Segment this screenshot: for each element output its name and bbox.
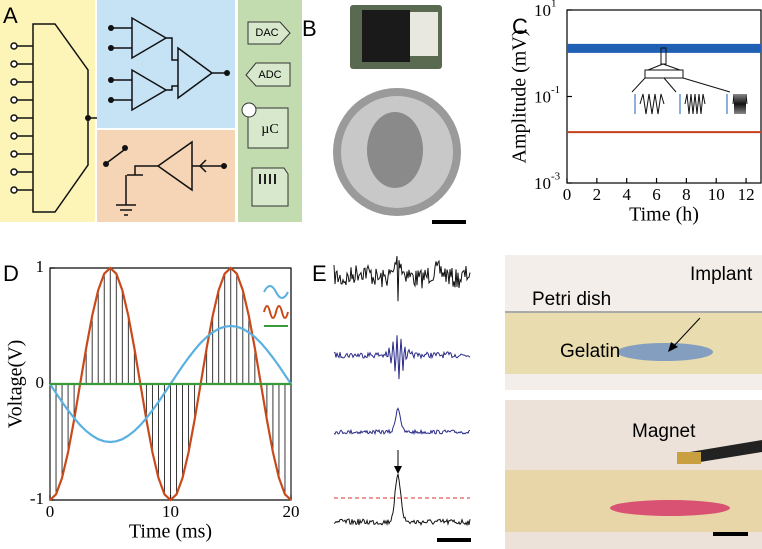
photo-label: Gelatin: [560, 341, 620, 362]
photo-label: Magnet: [632, 421, 696, 442]
x-tick-label: 0: [563, 185, 572, 204]
stim-region: [97, 130, 235, 222]
amp-region: [97, 0, 235, 128]
mux-output: [85, 115, 91, 121]
dac-label: DAC: [255, 27, 278, 39]
x-tick-label: 10: [708, 185, 725, 204]
mux-inputs: [10, 42, 97, 194]
implant-arrow: [671, 317, 701, 349]
y-tick-label: 1: [36, 257, 45, 276]
trace: [333, 407, 471, 436]
adc-label: ADC: [258, 69, 281, 81]
arrowhead: [668, 342, 678, 352]
y-tick-power: 1: [551, 0, 557, 10]
stim-nodes: [103, 145, 227, 169]
y-tick-label: 10: [534, 87, 551, 106]
gelatin-layer: [505, 312, 762, 374]
panel-letter: D: [3, 261, 19, 286]
legend-icons: [263, 285, 289, 327]
y-axis-label: Voltage(V): [5, 340, 27, 429]
gelatin-layer: [505, 470, 762, 532]
panel-letter: E: [312, 261, 327, 286]
y-axis-label: Amplitude (mV): [509, 30, 531, 164]
label-chip: [410, 12, 438, 56]
sd-chip: [362, 10, 410, 62]
amplifiers: [112, 16, 226, 112]
block-diagram: DAC ADC µC: [0, 0, 302, 222]
photo-label: Implant: [690, 264, 753, 285]
sd-pins: [259, 174, 276, 184]
y-tick-label: 10: [534, 1, 551, 20]
trace: [333, 473, 471, 527]
x-tick-label: 8: [682, 185, 691, 204]
panel-letter: C: [512, 14, 528, 39]
dac-box: [247, 21, 291, 45]
plot-frame: [566, 9, 762, 184]
trace: [333, 256, 471, 302]
coin-portrait: [367, 112, 423, 188]
stimulator: [107, 140, 222, 216]
x-tick-label: 20: [283, 502, 300, 521]
inset: [631, 47, 748, 115]
y-tick-power: -3: [551, 171, 561, 183]
arrowhead: [394, 466, 402, 474]
amp-nodes: [108, 25, 230, 103]
traces: [333, 256, 471, 527]
implant: [617, 343, 713, 361]
x-tick-label: 10: [162, 502, 179, 521]
x-tick-label: 4: [622, 185, 631, 204]
power-icon: [241, 102, 257, 118]
trace: [333, 335, 471, 380]
y-tick-power: -1: [551, 84, 560, 96]
panel-letter: A: [3, 3, 18, 28]
sd-card: [251, 167, 289, 207]
mux: [32, 23, 89, 213]
x-axis-label: Time (ms): [129, 521, 212, 543]
petri-photo: [505, 255, 762, 549]
photo-label: Petri dish: [532, 289, 611, 310]
device-photo: [333, 5, 466, 224]
mux-region: [0, 0, 95, 222]
implant: [610, 500, 730, 516]
magnet-holder: [690, 440, 762, 462]
series-line: [49, 266, 292, 502]
x-tick-label: 12: [738, 185, 755, 204]
x-tick-label: 6: [652, 185, 661, 204]
panel-letter: B: [302, 16, 317, 41]
x-tick-label: 2: [593, 185, 602, 204]
y-tick-label: 0: [36, 373, 45, 392]
y-tick-label: -1: [30, 489, 44, 508]
x-tick-label: 0: [46, 502, 55, 521]
y-tick-label: 10: [534, 174, 551, 193]
adc-box: [245, 62, 291, 87]
mcu-label: µC: [261, 122, 278, 137]
magnet: [677, 452, 701, 464]
x-axis-label: Time (h): [629, 204, 699, 226]
